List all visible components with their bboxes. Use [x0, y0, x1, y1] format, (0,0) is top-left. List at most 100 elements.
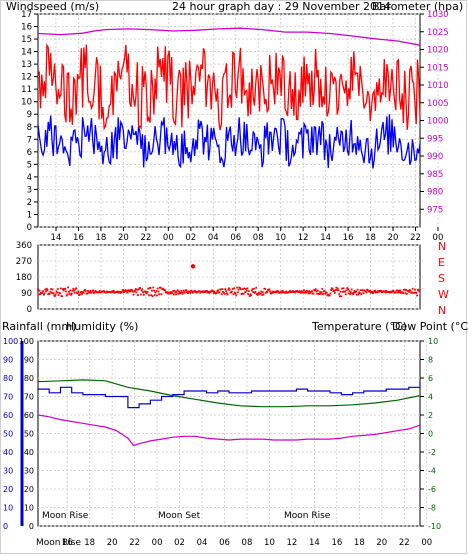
direction-point — [38, 289, 41, 292]
direction-point — [223, 291, 225, 294]
direction-point — [414, 288, 416, 291]
direction-point — [72, 287, 75, 290]
humidity-ytick-label: 100 — [19, 337, 34, 346]
direction-point — [258, 291, 260, 294]
graph-title: 24 hour graph day : 29 November 2014 — [172, 0, 391, 13]
direction-point — [415, 292, 418, 294]
direction-point — [369, 289, 371, 292]
direction-point — [284, 291, 287, 294]
direction-point — [77, 290, 80, 293]
wind-average-line — [37, 114, 421, 169]
direction-point — [281, 291, 283, 294]
direction-point — [123, 290, 126, 292]
rain-ytick-label: 10 — [3, 504, 13, 513]
rht-xtick-label: 20 — [107, 538, 118, 548]
direction-point — [190, 289, 193, 292]
humidity-ytick-label: 20 — [24, 485, 34, 494]
direction-point — [65, 294, 68, 297]
direction-point — [322, 293, 324, 295]
direction-point — [357, 293, 360, 296]
direction-point — [268, 288, 271, 291]
direction-point — [37, 288, 39, 290]
wind-xtick-label: 04 — [208, 233, 219, 243]
direction-point — [345, 289, 348, 292]
direction-point — [188, 291, 191, 293]
direction-point — [57, 294, 60, 296]
direction-point — [86, 292, 89, 295]
direction-point — [186, 291, 188, 293]
direction-point — [147, 287, 150, 290]
direction-point — [317, 289, 319, 292]
direction-point — [139, 287, 141, 289]
direction-point — [79, 293, 81, 296]
direction-ytick-label: 0 — [27, 305, 32, 315]
direction-point — [151, 289, 153, 292]
direction-point — [341, 287, 343, 290]
baro-ytick-label: 1025 — [427, 28, 449, 38]
direction-point — [56, 288, 59, 290]
direction-point — [358, 292, 361, 294]
direction-point — [156, 287, 159, 290]
wind-plot-area — [37, 13, 421, 228]
direction-point — [243, 287, 246, 290]
direction-point — [159, 286, 162, 289]
direction-point — [146, 290, 149, 293]
humidity-ytick-label: 10 — [24, 504, 34, 513]
direction-point — [171, 292, 174, 294]
direction-point — [70, 293, 72, 296]
direction-point — [84, 288, 86, 291]
direction-point — [237, 288, 240, 291]
direction-point — [319, 292, 322, 295]
direction-point — [296, 289, 299, 292]
direction-point — [334, 289, 337, 291]
direction-point — [73, 291, 76, 294]
direction-point — [366, 289, 369, 292]
direction-point — [59, 287, 62, 290]
wind-xtick-label: 16 — [343, 233, 354, 243]
wind-title: Windspeed (m/s) — [6, 0, 99, 13]
rain-ytick-label: 20 — [3, 485, 13, 494]
direction-point — [372, 292, 374, 295]
direction-point — [260, 290, 263, 293]
rain-ytick-label: 50 — [3, 430, 13, 439]
rain-title: Rainfall (mm) — [2, 320, 76, 333]
temp-ytick-label: -10 — [428, 522, 441, 531]
humidity-ytick-label: 0 — [29, 522, 34, 531]
direction-ytick-label: 360 — [16, 241, 32, 251]
direction-point — [131, 290, 134, 293]
direction-point — [56, 291, 58, 294]
direction-point — [82, 291, 85, 294]
direction-point — [256, 294, 259, 296]
direction-point — [207, 290, 210, 293]
direction-point — [224, 288, 227, 290]
direction-point — [173, 293, 175, 296]
direction-point — [242, 288, 244, 290]
direction-point — [297, 291, 300, 294]
wind-ytick-label: 11 — [21, 85, 32, 95]
wind-ytick-label: 9 — [27, 110, 32, 120]
barometer-line — [37, 27, 421, 46]
direction-compass-label: E — [438, 256, 445, 269]
baro-ytick-label: 990 — [427, 152, 443, 162]
direction-point — [408, 290, 410, 293]
direction-point — [123, 291, 125, 293]
direction-point — [62, 289, 65, 292]
direction-point — [155, 290, 158, 292]
direction-point — [131, 289, 133, 292]
direction-point — [320, 291, 323, 294]
direction-point — [254, 291, 257, 293]
direction-point — [160, 293, 163, 296]
direction-point — [90, 291, 93, 294]
temp-ytick-label: 0 — [428, 430, 433, 439]
direction-point — [248, 295, 251, 297]
direction-point — [250, 289, 253, 292]
direction-point — [151, 295, 154, 297]
wind-ytick-label: 13 — [21, 60, 32, 70]
direction-point — [339, 295, 341, 298]
direction-point — [182, 289, 185, 292]
direction-point — [220, 293, 223, 296]
temp-ytick-label: -2 — [428, 448, 436, 457]
direction-point — [330, 289, 332, 291]
direction-point — [342, 287, 345, 290]
direction-point — [247, 290, 250, 293]
